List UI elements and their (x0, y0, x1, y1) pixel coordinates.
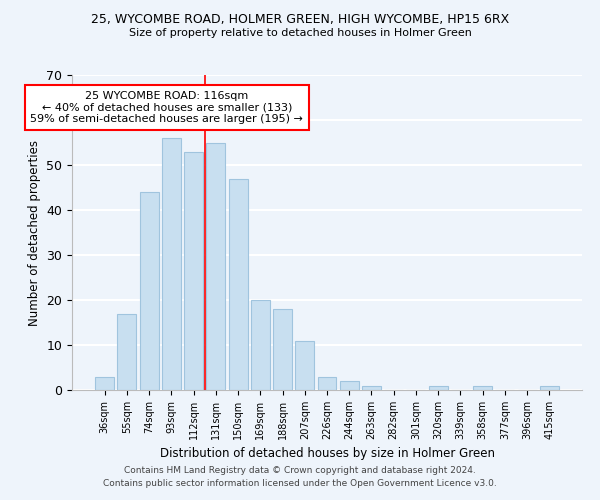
Text: Size of property relative to detached houses in Holmer Green: Size of property relative to detached ho… (128, 28, 472, 38)
Bar (184, 152, 203, 390)
Text: 25, WYCOMBE ROAD, HOLMER GREEN, HIGH WYCOMBE, HP15 6RX: 25, WYCOMBE ROAD, HOLMER GREEN, HIGH WYC… (91, 12, 509, 26)
Bar (429, 386, 448, 390)
Bar (473, 386, 492, 390)
Bar (251, 300, 270, 390)
Text: 25 WYCOMBE ROAD: 116sqm
← 40% of detached houses are smaller (133)
59% of semi-d: 25 WYCOMBE ROAD: 116sqm ← 40% of detache… (31, 91, 304, 124)
Bar (362, 386, 381, 390)
Bar (229, 178, 248, 390)
Bar (540, 386, 559, 390)
Bar (162, 138, 181, 390)
Bar (273, 309, 292, 390)
Text: Contains HM Land Registry data © Crown copyright and database right 2024.
Contai: Contains HM Land Registry data © Crown c… (103, 466, 497, 487)
Bar (340, 381, 359, 390)
Bar (206, 142, 225, 390)
Bar (295, 340, 314, 390)
Bar (118, 314, 136, 390)
Y-axis label: Number of detached properties: Number of detached properties (28, 140, 41, 326)
X-axis label: Distribution of detached houses by size in Holmer Green: Distribution of detached houses by size … (160, 448, 494, 460)
Bar (317, 376, 337, 390)
Bar (140, 192, 158, 390)
Bar (95, 376, 114, 390)
